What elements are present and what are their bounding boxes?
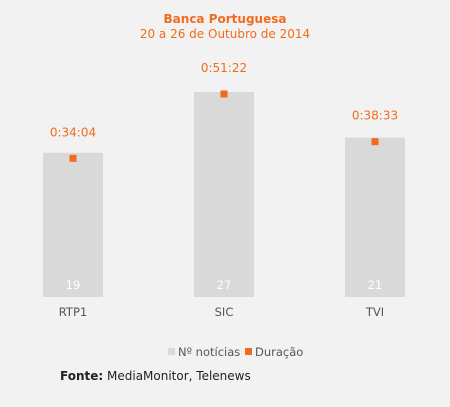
legend: Nº notícias Duração [168, 345, 303, 359]
category-label: SIC [215, 305, 234, 319]
category-label: TVI [365, 305, 384, 319]
bar-tvi [345, 137, 405, 297]
duration-marker [220, 90, 228, 98]
category-label: RTP1 [59, 305, 87, 319]
duration-label: 0:38:33 [352, 109, 398, 123]
duration-marker [371, 138, 379, 146]
bar-value-label: 21 [368, 278, 383, 292]
plot-area: 19 RTP1 0:34:04 27 SIC 0:51:22 21 TVI 0:38:33 [43, 61, 405, 319]
legend-label-noticias: Nº notícias [178, 345, 240, 359]
legend-swatch-duracao [245, 348, 252, 355]
bar-rtp1 [43, 152, 103, 297]
chart-title: Banca Portuguesa [164, 12, 287, 26]
bar-value-label: 19 [66, 278, 81, 292]
duration-marker [69, 154, 77, 162]
legend-swatch-noticias [168, 348, 175, 355]
bar-value-label: 27 [217, 278, 232, 292]
bar-sic [194, 92, 254, 297]
chart-subtitle: 20 a 26 de Outubro de 2014 [140, 27, 310, 41]
legend-label-duracao: Duração [255, 345, 303, 359]
duration-label: 0:34:04 [50, 125, 96, 139]
source-note: Fonte: MediaMonitor, Telenews [60, 369, 251, 383]
duration-label: 0:51:22 [201, 61, 247, 75]
source-label: Fonte: [60, 369, 104, 383]
source-text: MediaMonitor, Telenews [107, 369, 251, 383]
